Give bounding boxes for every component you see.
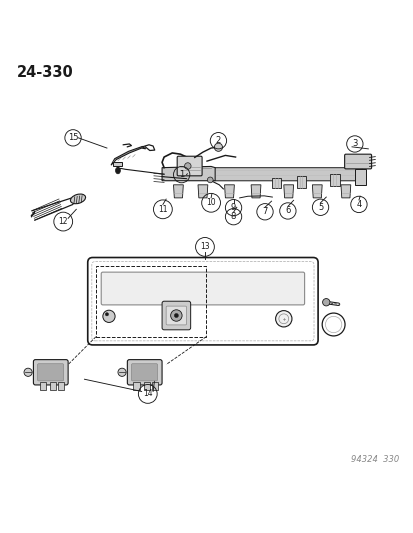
Bar	[96, 265, 206, 337]
Text: 14: 14	[142, 390, 152, 399]
Ellipse shape	[115, 167, 120, 174]
Text: 1: 1	[178, 170, 184, 179]
Ellipse shape	[70, 194, 85, 204]
Bar	[272, 178, 281, 188]
Circle shape	[321, 313, 344, 336]
Bar	[296, 176, 305, 188]
Polygon shape	[312, 185, 321, 198]
Polygon shape	[224, 185, 234, 198]
FancyBboxPatch shape	[166, 306, 186, 325]
FancyBboxPatch shape	[33, 360, 68, 385]
Polygon shape	[161, 166, 215, 181]
Circle shape	[275, 311, 291, 327]
Text: 2: 2	[215, 136, 221, 145]
Polygon shape	[283, 185, 293, 198]
Polygon shape	[251, 185, 260, 198]
Text: 12: 12	[58, 217, 68, 226]
Circle shape	[207, 177, 213, 183]
Circle shape	[322, 298, 329, 306]
FancyBboxPatch shape	[354, 169, 366, 185]
FancyBboxPatch shape	[38, 364, 64, 381]
Polygon shape	[340, 185, 350, 198]
Text: 24-330: 24-330	[17, 64, 74, 79]
FancyBboxPatch shape	[344, 154, 371, 169]
Circle shape	[105, 313, 108, 316]
Circle shape	[170, 310, 182, 321]
Circle shape	[214, 143, 222, 151]
Text: 94324  330: 94324 330	[350, 455, 398, 464]
Text: 13: 13	[199, 243, 209, 252]
Circle shape	[24, 368, 32, 376]
Text: 15: 15	[68, 133, 78, 142]
Bar	[113, 161, 122, 166]
Text: 4: 4	[356, 200, 361, 209]
Bar	[133, 382, 140, 390]
Bar	[40, 382, 46, 390]
Bar	[50, 382, 56, 390]
Text: 9: 9	[230, 203, 235, 212]
Polygon shape	[173, 185, 183, 198]
Bar	[152, 382, 158, 390]
FancyBboxPatch shape	[101, 272, 304, 305]
FancyBboxPatch shape	[161, 301, 190, 330]
Text: 10: 10	[206, 198, 215, 207]
Text: 11: 11	[158, 205, 167, 214]
Polygon shape	[211, 166, 361, 181]
Bar	[143, 382, 150, 390]
Bar	[329, 174, 339, 187]
Circle shape	[118, 368, 126, 376]
Bar	[58, 382, 64, 390]
FancyBboxPatch shape	[131, 364, 157, 381]
Circle shape	[102, 310, 115, 322]
FancyBboxPatch shape	[177, 156, 202, 176]
Polygon shape	[111, 147, 145, 165]
Circle shape	[184, 163, 191, 169]
Circle shape	[174, 313, 178, 318]
Text: 5: 5	[317, 203, 323, 212]
Text: 8: 8	[230, 212, 236, 221]
Text: 3: 3	[351, 140, 357, 149]
Text: 6: 6	[285, 206, 290, 215]
Text: 7: 7	[262, 207, 267, 216]
Polygon shape	[197, 185, 207, 198]
FancyBboxPatch shape	[127, 360, 161, 385]
FancyBboxPatch shape	[88, 257, 317, 345]
FancyBboxPatch shape	[92, 262, 313, 341]
